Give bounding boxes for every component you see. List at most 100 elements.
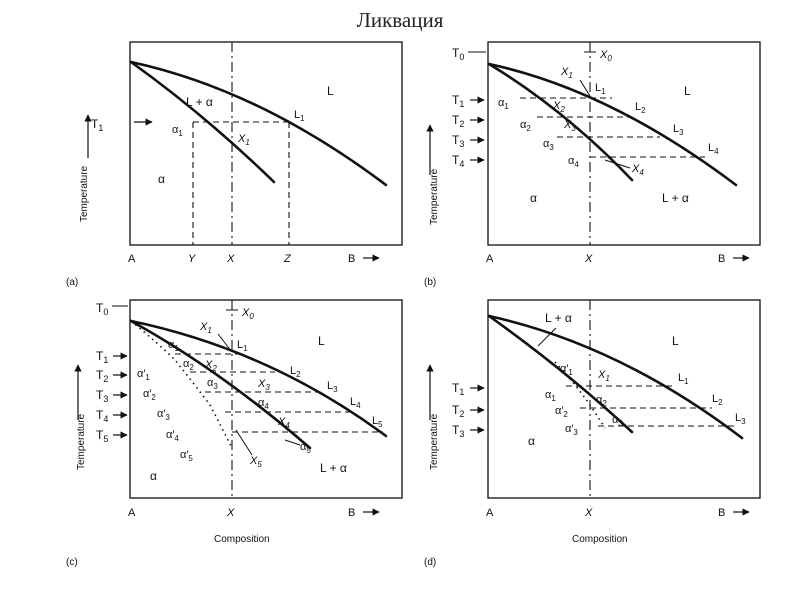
panel-d-L1: L1 bbox=[678, 372, 689, 386]
panel-c-a1: α1 bbox=[168, 339, 179, 353]
panel-c-region-alpha: α bbox=[150, 469, 157, 483]
panel-c-T3: T3 bbox=[96, 388, 108, 404]
panel-c-T2: T2 bbox=[96, 368, 108, 384]
panel-c-X4: X4 bbox=[277, 416, 290, 430]
panel-a-x-A: A bbox=[128, 253, 136, 265]
panel-c-caption: (c) bbox=[66, 557, 78, 568]
panel-c-L3: L3 bbox=[327, 380, 338, 394]
panel-d-T3: T3 bbox=[452, 423, 464, 439]
panel-a-x-X: X bbox=[226, 253, 235, 265]
panel-d-T1: T1 bbox=[452, 381, 464, 397]
panel-b-frame bbox=[487, 41, 761, 246]
panel-b-liquidus bbox=[487, 62, 738, 187]
panel-a-caption: (a) bbox=[66, 277, 78, 288]
panel-a-x-B: B bbox=[348, 253, 355, 265]
panel-d-x-X: X bbox=[584, 507, 593, 519]
panel-b-a1: α1 bbox=[498, 97, 509, 111]
panel-c-X3: X3 bbox=[257, 378, 270, 392]
panel-c-L4: L4 bbox=[350, 396, 361, 410]
panel-b-T2: T2 bbox=[452, 113, 464, 129]
panel-b-x-X: X bbox=[584, 253, 593, 265]
panel-c-X5: X5 bbox=[249, 455, 262, 469]
panel-c-solidus bbox=[129, 319, 312, 450]
panel-a-T1-label: T1 bbox=[91, 117, 103, 133]
panel-a-region-alpha: α bbox=[158, 172, 165, 186]
panel-b-X0: X0 bbox=[599, 49, 612, 63]
panel-b-X1-leader bbox=[579, 79, 591, 97]
panel-a-frame bbox=[129, 41, 403, 246]
panel-d-liquidus bbox=[487, 314, 744, 440]
panel-d-L3: L3 bbox=[735, 412, 746, 426]
panel-c-a5-leader bbox=[284, 439, 301, 446]
panel-d-region-L: L bbox=[672, 334, 679, 348]
panel-c-T4: T4 bbox=[96, 408, 108, 424]
panel-d: T1 T2 T3 Temperature A X B Composition L… bbox=[424, 299, 761, 568]
panel-c-L1: L1 bbox=[237, 339, 248, 353]
panel-b-solidus bbox=[487, 62, 634, 182]
panel-c-T5: T5 bbox=[96, 428, 108, 444]
panel-a: T1 Temperature A Y X Z B L L + α α α1 X1… bbox=[66, 41, 403, 288]
panel-b-region-L: L bbox=[684, 84, 691, 98]
panel-c-x-B: B bbox=[348, 507, 355, 519]
panel-b-L2: L2 bbox=[635, 101, 646, 115]
panel-b-L4: L4 bbox=[708, 142, 719, 156]
panel-c-L5: L5 bbox=[372, 415, 383, 429]
panel-c-X5-leader bbox=[235, 429, 253, 456]
panel-d-ylabel: Temperature bbox=[429, 413, 440, 470]
panel-b-a4: α4 bbox=[568, 155, 579, 169]
panel-d-x-A: A bbox=[486, 507, 494, 519]
panel-b-X4-leader bbox=[604, 159, 631, 169]
panel-b-T1: T1 bbox=[452, 93, 464, 109]
page-title: Ликвация bbox=[356, 8, 444, 32]
panel-a-L1: L1 bbox=[294, 109, 305, 123]
panel-d-L-alpha-leader bbox=[537, 327, 557, 347]
panel-a-region-L: L bbox=[327, 84, 334, 98]
panel-c-region-L: L bbox=[318, 334, 325, 348]
panel-c-region-L-alpha: L + α bbox=[320, 461, 347, 475]
panel-d-caption: (d) bbox=[424, 557, 436, 568]
panel-a-X1: X1 bbox=[237, 133, 250, 147]
panel-d-a2: α2 bbox=[596, 394, 607, 408]
panel-c-a2: α2 bbox=[183, 358, 194, 372]
panel-c-ap4: α′4 bbox=[166, 429, 179, 443]
panel-d-xlabel: Composition bbox=[572, 534, 628, 545]
panel-b: T0 T1 T2 T3 T4 Temperature X0 A X B L α … bbox=[424, 41, 761, 288]
panel-d-L2: L2 bbox=[712, 393, 723, 407]
panel-c-frame bbox=[129, 299, 403, 499]
panel-b-x-A: A bbox=[486, 253, 494, 265]
panel-c-X1-leader bbox=[217, 333, 233, 353]
panel-d-solidus bbox=[487, 314, 634, 434]
panel-c-xlabel: Composition bbox=[214, 534, 270, 545]
panel-b-X1: X1 bbox=[560, 66, 573, 80]
panel-c-ylabel: Temperature bbox=[76, 413, 87, 470]
panel-a-alpha1: α1 bbox=[172, 124, 183, 138]
panel-c-nonequilibrium-solidus bbox=[130, 320, 233, 449]
panel-a-x-Z: Z bbox=[283, 253, 292, 265]
panel-a-liquidus bbox=[129, 60, 388, 187]
panel-b-L3: L3 bbox=[673, 123, 684, 137]
panel-b-T0: T0 bbox=[452, 46, 464, 62]
panel-c-ap2: α′2 bbox=[143, 388, 156, 402]
panel-c-L2: L2 bbox=[290, 365, 301, 379]
panel-d-X1: X1 bbox=[597, 369, 610, 383]
panel-d-nonequilibrium-solidus bbox=[554, 361, 606, 429]
panel-b-x-B: B bbox=[718, 253, 725, 265]
panel-b-X3: X3 bbox=[563, 119, 576, 133]
panel-b-X2: X2 bbox=[552, 100, 565, 114]
panel-d-region-L-alpha: L + α bbox=[545, 311, 572, 325]
panel-c-a4: α4 bbox=[258, 397, 269, 411]
panel-d-a1: α1 bbox=[545, 389, 556, 403]
panel-d-x-B: B bbox=[718, 507, 725, 519]
panel-b-T3: T3 bbox=[452, 133, 464, 149]
panel-b-caption: (b) bbox=[424, 277, 436, 288]
panel-d-frame bbox=[487, 299, 761, 499]
panel-c-X0: X0 bbox=[241, 307, 254, 321]
panel-c: T0 T1 T2 T3 T4 T5 Temperature X0 A X B C… bbox=[66, 299, 403, 568]
panel-b-region-alpha: α bbox=[530, 191, 537, 205]
panel-c-ap3: α′3 bbox=[157, 408, 170, 422]
panel-c-X1: X1 bbox=[199, 321, 212, 335]
panel-b-X4: X4 bbox=[631, 163, 644, 177]
panel-c-ap1: α′1 bbox=[137, 368, 150, 382]
panel-d-T2: T2 bbox=[452, 403, 464, 419]
